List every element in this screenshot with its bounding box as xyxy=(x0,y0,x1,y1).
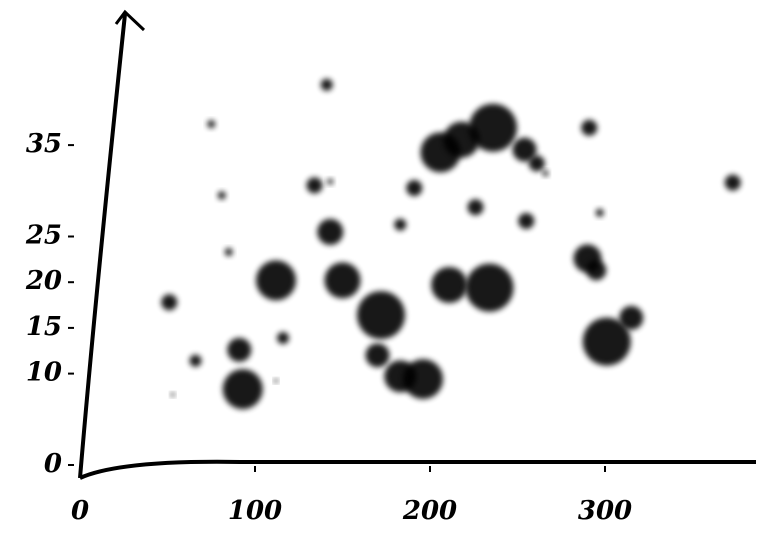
bubble xyxy=(207,120,216,129)
x-tick-label: 200 xyxy=(402,496,457,526)
bubble xyxy=(467,199,484,216)
bubble xyxy=(365,343,390,368)
y-axis xyxy=(78,13,127,479)
bubble xyxy=(161,294,178,311)
bubble xyxy=(542,170,549,177)
x-tick-label: 100 xyxy=(228,496,282,526)
y-tick-label: 35 xyxy=(26,129,62,159)
bubble xyxy=(406,180,423,197)
y-tick-label: 0 xyxy=(44,449,62,479)
bubble xyxy=(189,354,202,367)
bubble xyxy=(317,218,344,245)
bubble xyxy=(256,260,296,301)
bubble xyxy=(724,174,741,191)
bubble xyxy=(394,218,407,231)
bubble xyxy=(469,103,517,152)
bubble xyxy=(274,378,278,383)
bubble xyxy=(512,137,537,162)
bubble xyxy=(320,78,333,91)
bubble xyxy=(357,291,405,340)
bubble xyxy=(581,119,598,136)
plot-area xyxy=(161,78,741,410)
bubble xyxy=(465,263,514,312)
x-axis xyxy=(79,459,756,480)
bubble xyxy=(170,392,175,397)
bubble xyxy=(518,212,535,229)
y-tick-label: 15 xyxy=(26,312,62,342)
bubble xyxy=(595,208,604,217)
x-tick-label: 0 xyxy=(71,496,89,526)
bubble xyxy=(586,260,607,281)
bubble xyxy=(324,262,361,299)
bubble xyxy=(227,337,252,362)
y-tick-label: 10 xyxy=(26,358,62,388)
bubble xyxy=(222,369,263,410)
axis-arrow xyxy=(114,9,146,32)
bubble xyxy=(217,191,226,200)
bubble xyxy=(582,317,631,366)
bubble xyxy=(306,177,323,194)
bubble xyxy=(619,305,644,330)
y-tick-label: 25 xyxy=(25,221,62,251)
y-tick-label: 20 xyxy=(25,266,62,296)
bubble xyxy=(431,266,468,303)
bubble xyxy=(224,248,233,257)
bubble xyxy=(403,359,443,400)
bubble xyxy=(277,331,289,344)
bubble xyxy=(327,178,334,185)
x-tick-label: 300 xyxy=(578,496,632,526)
bubble xyxy=(528,155,545,172)
